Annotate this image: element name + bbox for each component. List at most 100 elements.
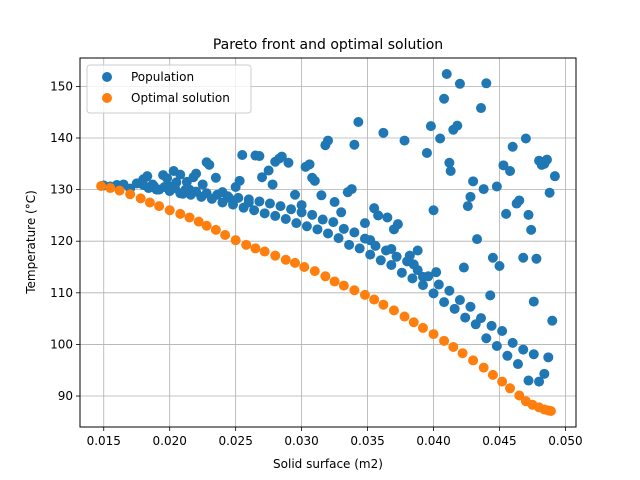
y-axis-ticks: 90 100 110 120 130 140 150 (50, 79, 80, 403)
population-point (323, 228, 333, 239)
optimal-solution-point (320, 271, 331, 282)
optimal-solution-point (359, 289, 370, 300)
population-point (441, 68, 452, 79)
population-point (396, 267, 407, 278)
optimal-solution-point (259, 246, 270, 257)
population-point (412, 265, 423, 276)
x-tick-label: 0.035 (350, 434, 384, 448)
population-point (541, 154, 552, 165)
optimal-solution-point (135, 193, 146, 204)
population-point (491, 340, 502, 351)
population-point (518, 344, 529, 355)
population-point (435, 133, 446, 144)
population-point (286, 204, 297, 215)
population-point (476, 103, 487, 114)
optimal-solution-point (309, 266, 320, 277)
optimal-solution-point (299, 262, 310, 273)
population-point (210, 172, 221, 183)
population-point (543, 352, 554, 363)
optimal-solution-point (210, 224, 221, 235)
population-point (296, 200, 307, 211)
y-tick-label: 110 (50, 286, 73, 300)
population-point (439, 297, 450, 308)
chart-title: Pareto front and optimal solution (213, 37, 443, 53)
population-point (234, 175, 245, 186)
population-point (518, 252, 529, 263)
population-point (507, 141, 518, 152)
population-point (470, 319, 481, 330)
population-point (526, 224, 537, 235)
population-point (301, 221, 312, 232)
population-point (547, 315, 558, 326)
population-point (344, 239, 355, 250)
population-point (428, 205, 439, 216)
population-point (407, 273, 418, 284)
optimal-solution-point (497, 376, 508, 387)
population-point (544, 187, 555, 198)
y-tick-label: 150 (50, 79, 73, 93)
population-point (317, 214, 328, 225)
x-tick-label: 0.020 (153, 434, 187, 448)
population-point (439, 93, 450, 104)
population-point (391, 251, 402, 262)
population-point (428, 288, 439, 299)
population-point (502, 350, 513, 361)
population-point (307, 209, 318, 220)
population-point (204, 159, 215, 170)
population-point (276, 151, 287, 162)
y-axis-label: Temperature (°C) (24, 190, 38, 295)
population-point (373, 210, 384, 221)
population-point (514, 195, 525, 206)
population-point (382, 212, 393, 223)
population-point (333, 233, 344, 244)
population-point (316, 190, 327, 201)
optimal-solution-point (378, 299, 389, 310)
y-tick-label: 120 (50, 234, 73, 248)
x-tick-label: 0.025 (218, 434, 252, 448)
population-point (354, 243, 365, 254)
population-point (338, 223, 349, 234)
population-point (497, 326, 508, 337)
population-point (309, 175, 320, 186)
population-point (454, 295, 465, 306)
y-tick-label: 130 (50, 183, 73, 197)
population-point (460, 312, 471, 323)
population-point (228, 199, 239, 210)
population-point (359, 233, 370, 244)
x-tick-label: 0.030 (284, 434, 318, 448)
optimal-solution-point (329, 276, 340, 287)
population-point (138, 179, 149, 190)
population-point (445, 166, 456, 177)
population-point (417, 280, 428, 291)
population-point (472, 234, 483, 245)
optimal-solution-point (220, 230, 231, 241)
population-point (283, 157, 294, 168)
population-point (412, 245, 423, 256)
population-point (507, 337, 518, 348)
x-tick-label: 0.050 (548, 434, 582, 448)
legend-label-population: Population (131, 70, 194, 84)
population-point (465, 301, 476, 312)
population-point (162, 173, 173, 184)
population-point (458, 262, 469, 273)
population-point (478, 184, 489, 195)
population-point (296, 207, 307, 218)
population-point (217, 197, 228, 208)
population-point (378, 127, 389, 138)
population-point (452, 120, 463, 131)
population-point (237, 150, 248, 161)
optimal-solution-series (96, 180, 556, 417)
optimal-solution-point (514, 390, 525, 401)
population-point (468, 176, 479, 187)
population-point (528, 296, 539, 307)
population-point (323, 135, 333, 146)
optimal-solution-point (349, 285, 360, 296)
optimal-solution-point (175, 208, 186, 219)
population-point (501, 208, 512, 219)
population-point (359, 218, 370, 229)
optimal-solution-point (290, 257, 301, 268)
optimal-solution-point (154, 201, 165, 212)
optimal-solution-point (184, 212, 195, 223)
optimal-solution-point (439, 335, 450, 346)
population-point (431, 267, 442, 278)
